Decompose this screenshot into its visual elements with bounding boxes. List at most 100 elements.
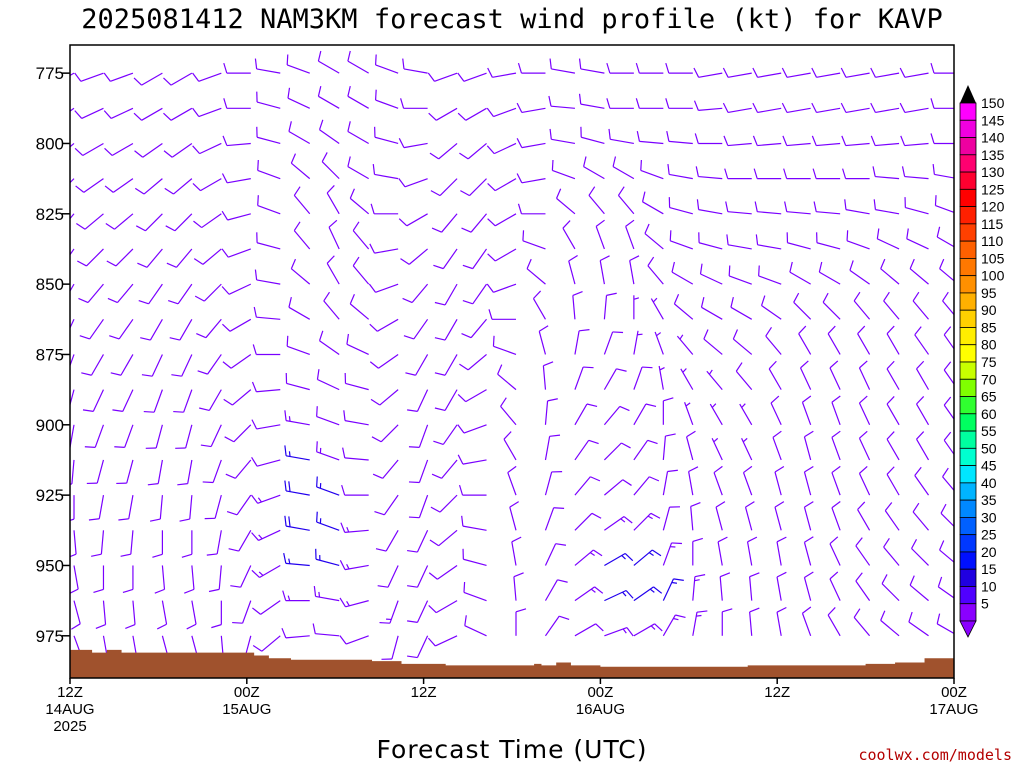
wind-barb — [662, 542, 682, 566]
barb-full-flag — [371, 436, 382, 443]
barb-full-flag — [286, 335, 289, 347]
wind-barb — [286, 335, 310, 356]
barb-shaft — [943, 369, 954, 385]
barb-shaft — [574, 403, 588, 426]
barb-full-flag — [457, 112, 467, 121]
barb-full-flag — [726, 234, 729, 245]
barb-full-flag — [173, 410, 184, 413]
barb-shaft — [80, 72, 104, 82]
wind-barb — [75, 178, 104, 193]
wind-barb — [79, 318, 104, 340]
wind-barb — [662, 433, 676, 461]
barb-shaft — [374, 173, 399, 180]
barb-full-flag — [290, 258, 297, 269]
barb-full-flag — [859, 465, 868, 474]
wind-barb — [662, 506, 680, 531]
wind-barb — [870, 135, 900, 147]
wind-barb — [487, 213, 517, 227]
barb-full-flag — [533, 290, 542, 299]
barb-shaft — [98, 495, 105, 519]
colorbar-label: 40 — [981, 475, 997, 491]
barb-full-flag — [651, 549, 662, 557]
barb-half-flag — [649, 588, 655, 593]
barb-full-flag — [461, 333, 472, 339]
barb-full-flag — [722, 67, 729, 78]
wind-barb — [251, 381, 281, 393]
plot-frame — [69, 44, 955, 679]
wind-barb — [316, 476, 340, 496]
barb-full-flag — [911, 539, 918, 549]
barb-half-flag — [633, 297, 640, 300]
barb-shaft — [633, 439, 649, 461]
wind-barb — [461, 515, 487, 531]
barb-half-flag — [682, 368, 687, 373]
wind-barb — [711, 437, 723, 461]
barb-half-flag — [741, 403, 746, 408]
barb-half-flag — [620, 518, 626, 523]
wind-barb — [352, 256, 370, 285]
barb-full-flag — [932, 164, 935, 175]
barb-full-flag — [906, 228, 909, 239]
barb-full-flag — [829, 360, 839, 369]
wind-barb — [374, 89, 399, 109]
barb-shaft — [228, 248, 252, 258]
colorbar-label: 35 — [981, 492, 997, 508]
barb-shaft — [238, 529, 252, 552]
barb-shaft — [385, 529, 399, 552]
wind-barb — [665, 62, 693, 74]
wind-barb — [692, 610, 708, 636]
barb-full-flag — [208, 588, 220, 593]
barb-half-flag — [685, 402, 691, 407]
wind-barb — [192, 107, 222, 118]
barb-full-flag — [813, 201, 817, 212]
wind-barb — [840, 102, 870, 114]
barb-shaft — [757, 142, 782, 147]
barb-full-flag — [75, 185, 85, 193]
barb-shaft — [130, 530, 134, 555]
barb-full-flag — [149, 518, 161, 522]
barb-shaft — [633, 549, 653, 566]
wind-barb — [881, 574, 900, 602]
wind-barb — [776, 536, 787, 566]
barb-shaft — [494, 248, 517, 262]
barb-shaft — [349, 197, 370, 215]
barb-shaft — [444, 318, 458, 341]
barb-shaft — [662, 471, 669, 496]
barb-full-flag — [666, 131, 670, 142]
barb-shaft — [316, 451, 340, 461]
wind-barb — [641, 191, 664, 215]
barb-shaft — [574, 330, 580, 355]
wind-barb — [858, 360, 871, 390]
barb-full-flag — [374, 54, 377, 65]
barb-shaft — [155, 424, 163, 449]
barb-shaft — [668, 140, 693, 145]
barb-full-flag — [192, 145, 201, 155]
barb-full-flag — [572, 290, 583, 296]
barb-full-flag — [88, 518, 100, 521]
wind-barb — [398, 213, 428, 227]
wind-barb — [782, 135, 811, 147]
barb-full-flag — [776, 536, 787, 543]
wind-barb — [140, 318, 163, 341]
wind-barb — [930, 98, 954, 109]
wind-barb — [398, 178, 428, 188]
colorbar-label: 115 — [981, 216, 1004, 232]
barb-shaft — [789, 271, 811, 285]
barb-full-flag — [184, 588, 195, 594]
wind-barb — [900, 135, 929, 147]
wind-barb — [347, 156, 369, 180]
wind-barb — [339, 597, 369, 608]
wind-barb — [281, 627, 310, 639]
colorbar-label: 60 — [981, 406, 997, 422]
barb-shaft — [418, 494, 429, 518]
wind-barb — [488, 309, 516, 320]
wind-barb — [676, 334, 694, 355]
barb-shaft — [84, 213, 104, 230]
wind-barb — [776, 571, 787, 601]
wind-barb — [226, 494, 252, 516]
barb-full-flag — [252, 344, 257, 355]
barb-full-flag — [312, 623, 316, 634]
wind-barb — [104, 178, 134, 193]
barb-full-flag — [427, 637, 436, 647]
